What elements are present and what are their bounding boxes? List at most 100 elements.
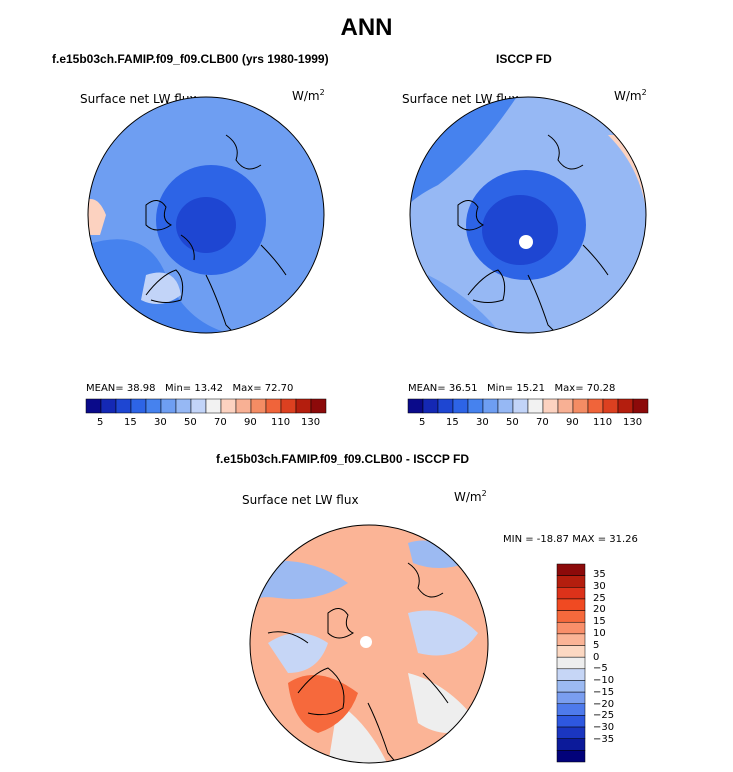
panel-1-coastlines [145, 134, 287, 333]
cbar2-label: 5 [419, 417, 426, 428]
panel-3-map-boundary [249, 524, 489, 764]
panel-1-variable-label: Surface net LW flux [80, 92, 197, 106]
panel-3-missing-data-pole [360, 636, 372, 648]
cbar2-label: 70 [536, 417, 549, 428]
colorbar-swatch [556, 598, 586, 611]
colorbar-swatch [220, 398, 237, 414]
colorbar-swatch [556, 738, 586, 751]
panel-1-polar-map [87, 96, 325, 334]
colorbar-swatch [100, 398, 117, 414]
colorbar-swatch [512, 398, 529, 414]
panel-3-field-neutral-region [328, 703, 388, 763]
cbar3-label: 15 [593, 616, 606, 627]
panel-1-units: W/m2 [292, 88, 325, 103]
cbar3-label: 10 [593, 628, 606, 639]
panel-1-field-warm-patch [88, 199, 106, 235]
colorbar-swatch [542, 398, 559, 414]
panel-1-title: f.e15b03ch.FAMIP.f09_f09.CLB00 (yrs 1980… [52, 52, 329, 66]
cbar3-label: −25 [593, 710, 615, 721]
colorbar-swatch [265, 398, 282, 414]
colorbar-swatch [556, 645, 586, 658]
cbar3-label: −30 [593, 722, 615, 733]
cbar2-label: 110 [593, 417, 613, 428]
panel-3-colorbar-labels: 35 30 25 20 15 10 5 0 −5 −10 −15 −20 −25… [593, 564, 633, 764]
cbar1-label: 130 [301, 417, 321, 428]
colorbar-swatch [497, 398, 514, 414]
colorbar-swatch [556, 563, 586, 576]
colorbar-swatch [310, 398, 327, 414]
colorbar-swatch [556, 633, 586, 646]
panel-3-variable-label: Surface net LW flux [242, 493, 359, 507]
cbar1-label: 50 [184, 417, 197, 428]
colorbar-swatch [632, 398, 649, 414]
colorbar-swatch [557, 398, 574, 414]
cbar3-label: 35 [593, 569, 606, 580]
colorbar-swatch [295, 398, 312, 414]
panel-2-colorbar-labels: 5 15 30 50 70 90 110 130 [408, 417, 648, 431]
colorbar-swatch [422, 398, 439, 414]
colorbar-swatch [572, 398, 589, 414]
panel-2-polar-map [409, 96, 647, 334]
colorbar-swatch [556, 750, 586, 763]
cbar3-label: 5 [593, 640, 600, 651]
cbar1-label: 90 [244, 417, 257, 428]
panel-2-title: ISCCP FD [496, 52, 552, 66]
colorbar-swatch [145, 398, 162, 414]
colorbar-swatch [130, 398, 147, 414]
colorbar-swatch [556, 726, 586, 739]
cbar2-label: 90 [566, 417, 579, 428]
cbar3-label: 25 [593, 593, 606, 604]
cbar1-label: 15 [124, 417, 137, 428]
panel-3-title: f.e15b03ch.FAMIP.f09_f09.CLB00 - ISCCP F… [216, 452, 469, 466]
panel-2-stats: MEAN= 36.51 Min= 15.21 Max= 70.28 [408, 383, 616, 394]
panel-3-minmax: MIN = -18.87 MAX = 31.26 [503, 534, 638, 545]
cbar2-label: 130 [623, 417, 643, 428]
colorbar-swatch [556, 621, 586, 635]
cbar1-label: 70 [214, 417, 227, 428]
colorbar-swatch [556, 715, 586, 728]
main-title: ANN [340, 14, 393, 41]
panel-1-stats: MEAN= 38.98 Min= 13.42 Max= 72.70 [86, 383, 294, 394]
cbar1-label: 30 [154, 417, 167, 428]
cbar3-label: 20 [593, 604, 606, 615]
colorbar-swatch [556, 656, 586, 670]
colorbar-swatch [85, 398, 102, 414]
panel-1-field-region [141, 272, 181, 304]
colorbar-swatch [527, 398, 544, 414]
panel-2-colorbar [407, 398, 649, 414]
cbar3-label: −5 [593, 663, 608, 674]
colorbar-swatch [467, 398, 484, 414]
panel-2-missing-data-pole [519, 235, 533, 249]
colorbar-swatch [556, 668, 586, 681]
cbar2-label: 15 [446, 417, 459, 428]
cbar2-label: 30 [476, 417, 489, 428]
panel-3-polar-map [249, 524, 489, 764]
panel-1-field-core-inner [176, 197, 236, 253]
panel-2-coastlines [457, 134, 609, 333]
panel-3-colorbar [556, 563, 586, 763]
colorbar-swatch [175, 398, 192, 414]
cbar3-label: 30 [593, 581, 606, 592]
panel-3-field-positive-region [288, 675, 358, 733]
panel-3-field-negative-region [408, 540, 468, 568]
panel-3-field-neutral-region [408, 673, 478, 733]
panel-3-coastlines [267, 562, 449, 763]
panel-2-variable-label: Surface net LW flux [402, 92, 519, 106]
cbar3-label: 0 [593, 652, 600, 663]
colorbar-swatch [205, 398, 222, 414]
colorbar-swatch [602, 398, 619, 414]
colorbar-swatch [556, 610, 586, 623]
panel-2-map-boundary [409, 96, 647, 334]
colorbar-swatch [556, 680, 586, 693]
colorbar-swatch [587, 398, 604, 414]
panel-2-field-core-inner [482, 195, 558, 265]
cbar3-label: −20 [593, 699, 615, 710]
colorbar-swatch [280, 398, 297, 414]
colorbar-swatch [407, 398, 424, 414]
colorbar-swatch [250, 398, 267, 414]
colorbar-swatch [556, 703, 586, 716]
cbar1-label: 110 [271, 417, 291, 428]
panel-3-field-negative-region [268, 633, 328, 673]
colorbar-swatch [617, 398, 634, 414]
cbar1-label: 5 [97, 417, 104, 428]
